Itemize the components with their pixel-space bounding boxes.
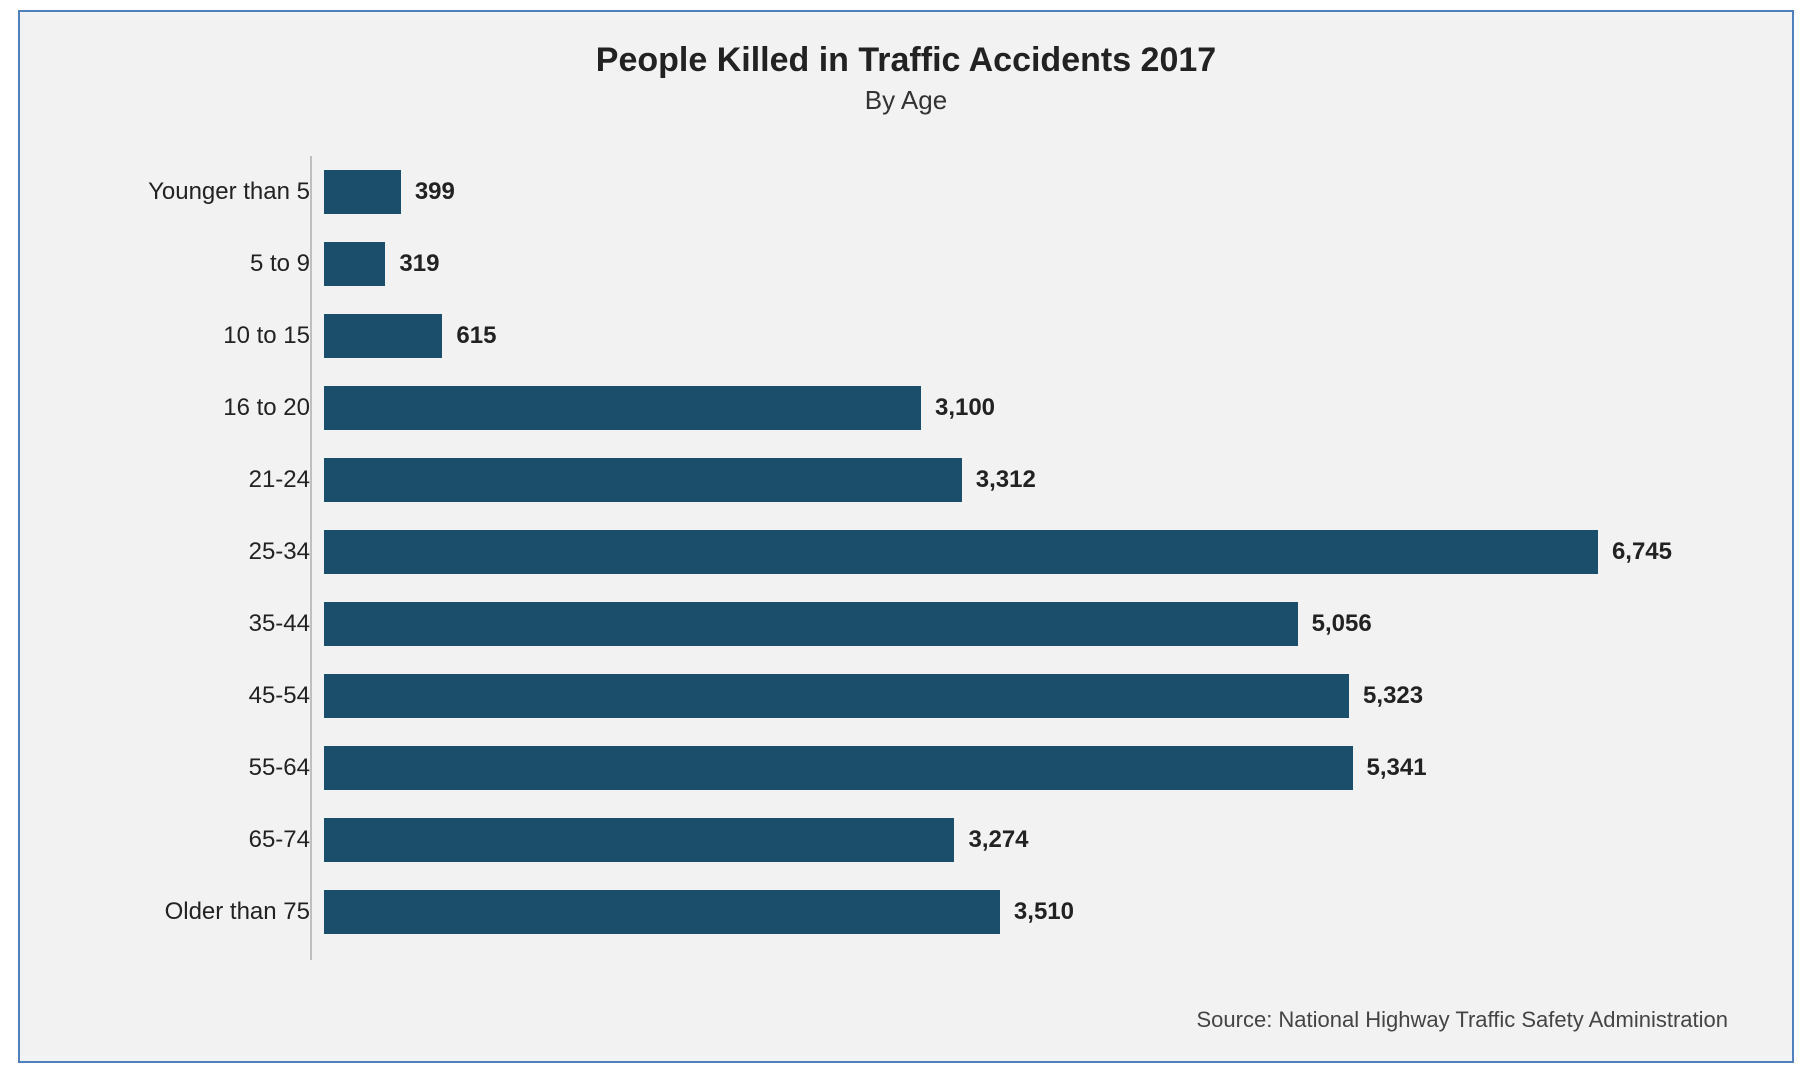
value-label: 3,274 xyxy=(968,826,1028,854)
category-label: 16 to 20 xyxy=(100,394,324,422)
bar-row: 10 to 15 615 xyxy=(100,300,1672,372)
bar-row: 25-34 6,745 xyxy=(100,516,1672,588)
chart-area: Younger than 5 399 5 to 9 319 10 to 15 6… xyxy=(100,156,1672,948)
bar xyxy=(324,818,954,862)
value-label: 5,323 xyxy=(1363,682,1423,710)
value-label: 615 xyxy=(456,322,496,350)
bar-row: Younger than 5 399 xyxy=(100,156,1672,228)
bar-track: 3,312 xyxy=(324,444,1672,516)
bar xyxy=(324,170,401,214)
chart-titles: People Killed in Traffic Accidents 2017 … xyxy=(60,40,1752,116)
bar-row: 65-74 3,274 xyxy=(100,804,1672,876)
category-label: 5 to 9 xyxy=(100,250,324,278)
category-label: Younger than 5 xyxy=(100,178,324,206)
value-label: 3,100 xyxy=(935,394,995,422)
bar-track: 6,745 xyxy=(324,516,1672,588)
bar-row: 55-64 5,341 xyxy=(100,732,1672,804)
category-label: 55-64 xyxy=(100,754,324,782)
bar-row: 45-54 5,323 xyxy=(100,660,1672,732)
bar-track: 3,274 xyxy=(324,804,1672,876)
bar xyxy=(324,746,1353,790)
bar-track: 399 xyxy=(324,156,1672,228)
value-label: 5,341 xyxy=(1367,754,1427,782)
bar-track: 615 xyxy=(324,300,1672,372)
bar-track: 5,341 xyxy=(324,732,1672,804)
category-label: 45-54 xyxy=(100,682,324,710)
value-label: 5,056 xyxy=(1312,610,1372,638)
chart-title: People Killed in Traffic Accidents 2017 xyxy=(60,40,1752,81)
bar-track: 319 xyxy=(324,228,1672,300)
bar-track: 5,323 xyxy=(324,660,1672,732)
category-label: 35-44 xyxy=(100,610,324,638)
category-label: 10 to 15 xyxy=(100,322,324,350)
category-label: 21-24 xyxy=(100,466,324,494)
y-axis-line xyxy=(310,156,312,960)
value-label: 3,312 xyxy=(976,466,1036,494)
bar-row: 16 to 20 3,100 xyxy=(100,372,1672,444)
bar xyxy=(324,674,1349,718)
bar xyxy=(324,314,442,358)
source-text: Source: National Highway Traffic Safety … xyxy=(1196,1007,1728,1033)
value-label: 3,510 xyxy=(1014,898,1074,926)
bar-row: Older than 75 3,510 xyxy=(100,876,1672,948)
category-label: 65-74 xyxy=(100,826,324,854)
bar xyxy=(324,530,1598,574)
category-label: 25-34 xyxy=(100,538,324,566)
bar-track: 3,510 xyxy=(324,876,1672,948)
bar xyxy=(324,386,921,430)
bar-track: 3,100 xyxy=(324,372,1672,444)
category-label: Older than 75 xyxy=(100,898,324,926)
value-label: 6,745 xyxy=(1612,538,1672,566)
bar-row: 21-24 3,312 xyxy=(100,444,1672,516)
chart-subtitle: By Age xyxy=(60,85,1752,116)
bar-row: 35-44 5,056 xyxy=(100,588,1672,660)
value-label: 399 xyxy=(415,178,455,206)
value-label: 319 xyxy=(399,250,439,278)
chart-panel: People Killed in Traffic Accidents 2017 … xyxy=(18,10,1794,1063)
bar xyxy=(324,458,962,502)
chart-frame: People Killed in Traffic Accidents 2017 … xyxy=(0,0,1812,1073)
bar-track: 5,056 xyxy=(324,588,1672,660)
bar xyxy=(324,242,385,286)
bar-row: 5 to 9 319 xyxy=(100,228,1672,300)
bar xyxy=(324,602,1298,646)
bar xyxy=(324,890,1000,934)
